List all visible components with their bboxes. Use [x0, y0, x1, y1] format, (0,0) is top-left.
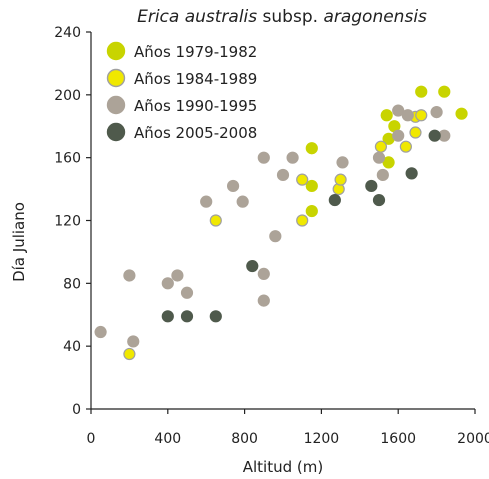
data-point [415, 109, 428, 122]
data-point [123, 347, 136, 361]
title-part: aragonensis [323, 7, 427, 27]
x-tick-label: 2000 [457, 431, 489, 447]
y-tick-label: 40 [63, 339, 81, 355]
data-point [257, 267, 270, 281]
legend-marker [106, 41, 126, 61]
data-point [257, 294, 270, 307]
chart-title: Erica australis subsp. aragonensis [137, 7, 427, 27]
x-tick-label: 400 [154, 431, 181, 447]
x-tick-label: 800 [231, 431, 258, 447]
legend-marker [106, 122, 126, 142]
data-point [372, 193, 386, 207]
data-point [180, 310, 194, 323]
legend-label: Años 2005-2008 [134, 124, 257, 142]
data-point [94, 325, 107, 339]
y-tick-label: 120 [54, 214, 81, 230]
data-point [200, 195, 213, 208]
data-point [334, 173, 347, 186]
data-point [399, 140, 412, 153]
legend-marker [106, 95, 126, 115]
data-point [374, 140, 388, 153]
data-point [246, 259, 259, 273]
x-tick-label: 1600 [380, 431, 416, 447]
data-point [180, 286, 194, 299]
legend-label: Años 1990-1995 [134, 97, 257, 115]
y-tick-label: 160 [54, 151, 81, 167]
data-point [296, 214, 309, 227]
y-ticks: 0 40 80 120 160 200 240 [54, 25, 91, 418]
data-point [376, 168, 389, 182]
legend: Años 1979-1982 Años 1984-1989 Años 1990-19… [106, 41, 257, 142]
y-tick-label: 200 [54, 88, 81, 104]
data-point [430, 106, 443, 119]
y-tick-label: 0 [72, 402, 81, 418]
data-point [257, 151, 270, 164]
y-axis-title: Día Juliano [10, 202, 28, 282]
data-point [372, 151, 386, 164]
title-part: subsp. [257, 7, 323, 27]
data-point [226, 179, 240, 193]
data-point [328, 193, 341, 207]
x-tick-label: 1200 [304, 431, 340, 447]
legend-label: Años 1979-1982 [134, 43, 257, 61]
data-point [305, 179, 318, 193]
data-point [382, 156, 395, 169]
data-point [236, 195, 249, 208]
legend-marker [106, 68, 126, 88]
legend-label: Años 1984-1989 [134, 70, 257, 88]
data-point [405, 167, 418, 180]
data-point [305, 204, 318, 218]
x-axis-title: Altitud (m) [243, 458, 323, 476]
data-point [392, 104, 405, 117]
data-point [127, 335, 140, 348]
data-point [286, 151, 299, 164]
data-points [94, 85, 468, 361]
data-point [276, 168, 290, 182]
x-tick-label: 0 [87, 431, 96, 447]
data-point [415, 85, 428, 98]
data-point [209, 214, 222, 227]
data-point [269, 230, 282, 243]
data-point [123, 269, 136, 282]
data-point [380, 109, 393, 122]
data-point [409, 126, 422, 139]
title-part: Erica australis [137, 7, 257, 27]
data-point [392, 129, 405, 142]
data-point [438, 85, 451, 98]
y-tick-label: 80 [63, 276, 81, 292]
data-point [305, 142, 318, 155]
data-point [209, 310, 222, 323]
data-point [336, 156, 349, 169]
data-point [171, 269, 184, 282]
data-point [401, 109, 414, 122]
x-ticks: 0 400 800 1200 1600 2000 [87, 409, 489, 447]
data-point [296, 173, 309, 186]
data-point [365, 179, 378, 193]
y-tick-label: 240 [54, 25, 81, 41]
data-point [428, 129, 441, 142]
data-point [161, 277, 174, 290]
data-point [161, 310, 174, 323]
data-point [455, 107, 468, 120]
